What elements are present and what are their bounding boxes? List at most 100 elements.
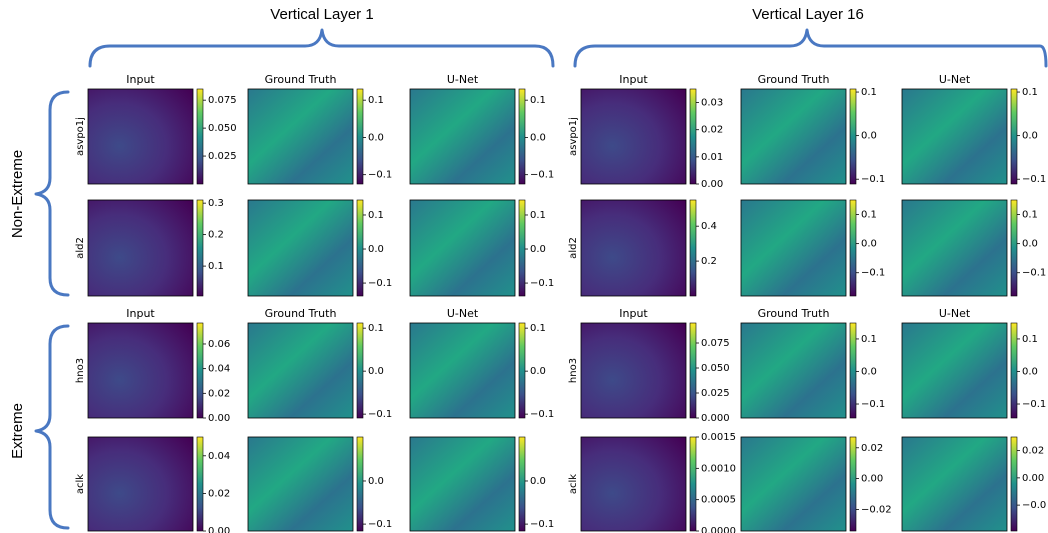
tick-label: 0.01 — [701, 152, 723, 163]
tick-label: 0.1 — [861, 210, 877, 221]
tick-label: 0.00 — [701, 179, 723, 190]
colorbar — [519, 437, 525, 531]
tick-label: 0.1 — [861, 87, 877, 98]
heatmap — [248, 437, 353, 531]
heatmap — [581, 89, 686, 184]
colorbar — [197, 437, 203, 531]
tick-label: 0.1 — [530, 323, 546, 334]
colorbar — [1011, 200, 1017, 296]
colorbar — [519, 323, 525, 418]
tick-label: 0.0015 — [701, 432, 736, 443]
column-title: Input — [126, 73, 155, 86]
colorbar — [850, 89, 856, 184]
column-title: U-Net — [939, 73, 971, 86]
tick-label: −0.1 — [368, 409, 392, 420]
row-label: aclk — [568, 474, 579, 494]
tick-label: 0.0 — [368, 366, 384, 377]
colorbar — [850, 200, 856, 296]
heatmap — [248, 200, 353, 296]
heatmap — [410, 323, 515, 418]
tick-label: −0.1 — [530, 170, 554, 181]
heatmap — [410, 89, 515, 184]
colorbar — [519, 200, 525, 296]
tick-label: 0.00 — [861, 474, 883, 485]
heatmap — [581, 200, 686, 296]
group-label: Non-Extreme — [9, 150, 26, 238]
heatmap — [88, 89, 193, 184]
tick-label: 0.04 — [208, 451, 230, 462]
heatmap — [410, 200, 515, 296]
tick-label: 0.00 — [1022, 473, 1044, 484]
heatmap — [741, 89, 846, 184]
tick-label: 0.0 — [1022, 366, 1038, 377]
tick-label: 0.02 — [1022, 446, 1044, 457]
tick-label: −0.1 — [530, 409, 554, 420]
tick-label: 0.06 — [208, 339, 230, 350]
heatmap — [88, 323, 193, 418]
tick-label: 0.1 — [530, 95, 546, 106]
tick-label: −0.1 — [1022, 268, 1046, 279]
tick-label: 0.0 — [368, 244, 384, 255]
heatmap — [902, 437, 1007, 531]
colorbar — [690, 200, 696, 296]
colorbar — [1011, 323, 1017, 418]
row-label: hno3 — [75, 358, 86, 383]
tick-label: −0.1 — [368, 519, 392, 530]
heatmap — [741, 323, 846, 418]
colorbar — [357, 89, 363, 184]
column-title: U-Net — [939, 307, 971, 320]
tick-label: 0.025 — [208, 151, 237, 162]
tick-label: 0.0005 — [701, 495, 736, 506]
heatmap — [902, 89, 1007, 184]
tick-label: 0.02 — [208, 488, 230, 499]
tick-label: 0.075 — [208, 95, 237, 106]
tick-label: 0.0 — [368, 476, 384, 487]
column-title: Ground Truth — [265, 73, 337, 86]
tick-label: −0.1 — [530, 278, 554, 289]
tick-label: 0.04 — [208, 364, 230, 375]
tick-label: 0.0 — [861, 239, 877, 250]
tick-label: 0.1 — [530, 210, 546, 221]
tick-label: −0.1 — [1022, 399, 1046, 410]
tick-label: −0.02 — [861, 504, 892, 515]
tick-label: 0.0000 — [701, 526, 736, 533]
tick-label: 0.02 — [861, 443, 883, 454]
tick-label: 0.0010 — [701, 463, 736, 474]
heatmap — [741, 437, 846, 531]
row-label: hno3 — [568, 358, 579, 383]
column-title: Ground Truth — [758, 307, 830, 320]
tick-label: −0.1 — [368, 278, 392, 289]
tick-label: −0.1 — [368, 170, 392, 181]
tick-label: 0.00 — [208, 413, 230, 424]
tick-label: 0.02 — [701, 125, 723, 136]
heatmap — [902, 200, 1007, 296]
tick-label: 0.0 — [861, 366, 877, 377]
column-title: Input — [126, 307, 155, 320]
tick-label: 0.050 — [208, 123, 237, 134]
brace — [90, 30, 553, 66]
heatmap — [581, 437, 686, 531]
colorbar — [690, 323, 696, 418]
tick-label: 0.025 — [701, 388, 730, 399]
heatmap — [88, 200, 193, 296]
row-label: aclk — [75, 474, 86, 494]
colorbar — [690, 437, 696, 531]
heatmap — [88, 437, 193, 531]
brace — [36, 92, 68, 295]
tick-label: −0.1 — [861, 399, 885, 410]
colorbar — [357, 323, 363, 418]
heatmap — [741, 200, 846, 296]
column-title: Input — [619, 73, 648, 86]
column-title: Ground Truth — [758, 73, 830, 86]
row-label: ald2 — [568, 237, 579, 259]
tick-label: −0.0 — [1022, 500, 1046, 511]
tick-label: 0.1 — [208, 261, 224, 272]
tick-label: 0.0 — [530, 132, 546, 143]
colorbar — [519, 89, 525, 184]
heatmap — [248, 89, 353, 184]
column-title: Ground Truth — [265, 307, 337, 320]
colorbar — [1011, 89, 1017, 184]
heatmap — [248, 323, 353, 418]
colorbar — [357, 437, 363, 531]
tick-label: 0.1 — [368, 323, 384, 334]
